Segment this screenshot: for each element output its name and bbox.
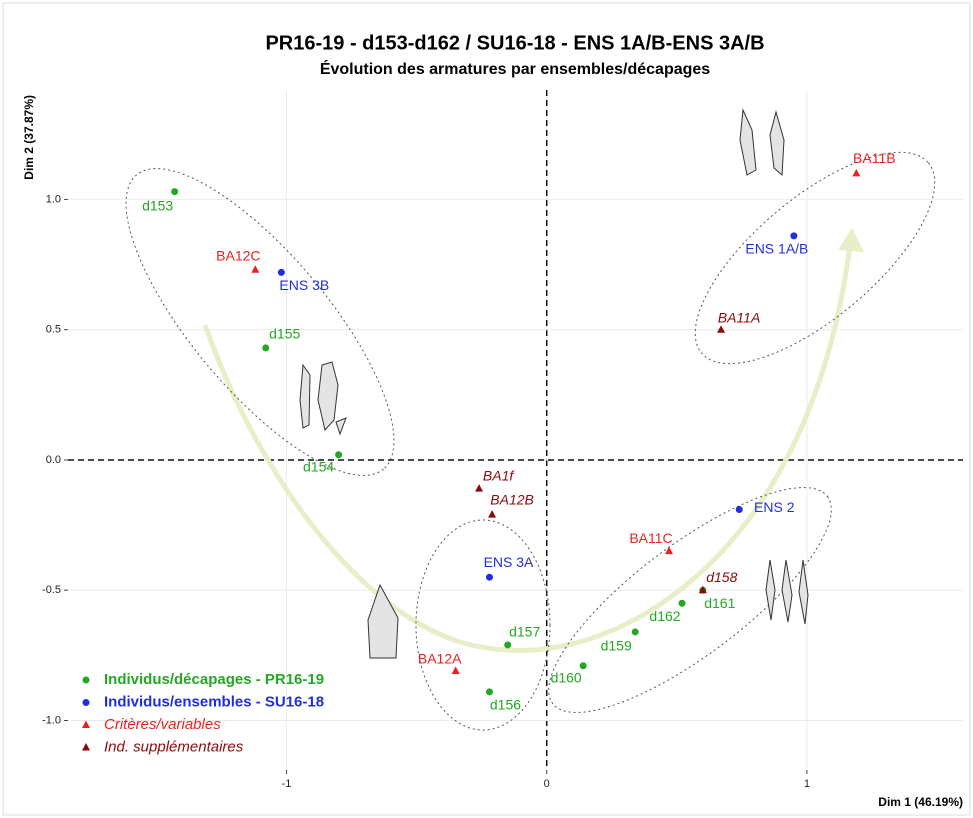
point [171,188,179,196]
ellipse [415,519,551,731]
point [475,484,484,492]
legend-key [82,743,90,751]
artifact [299,363,311,429]
point-label: d162 [649,608,680,624]
legend-key [82,699,90,706]
point [451,666,460,674]
point-label: d153 [142,197,173,213]
point-label: ENS 2 [754,499,795,515]
ellipse [125,168,395,476]
y-tick-label: 0.0 [46,454,61,466]
point-label: BA12B [490,491,534,507]
ellipse [694,151,936,365]
point [698,585,707,594]
trend-arrow [202,244,853,653]
point-label: d158 [706,569,737,585]
legend-label: Individus/décapages - PR16-19 [104,671,324,688]
point-label: d156 [490,697,521,713]
point-label: BA12A [418,651,462,667]
point [717,325,726,333]
point [335,451,343,459]
artifact [739,108,757,176]
point [251,265,260,273]
point [678,599,686,607]
point-label: ENS 3A [484,554,534,570]
y-tick-label: -1.0 [42,714,61,726]
artifact [367,583,399,659]
point [631,628,639,636]
grid: -1 0 1 -1.0 -0.5 0.0 0.5 1.0 [42,90,963,790]
artifact [335,417,347,436]
point [665,546,674,555]
legend: Individus/décapages - PR16-19 Individus/e… [82,671,324,755]
x-tick-label: 1 [804,778,810,790]
y-tick-label: 0.5 [46,324,61,336]
point [277,268,285,276]
point-label: BA11C [629,530,672,546]
point [735,505,743,513]
point-label: BA11A [718,309,761,325]
legend-key [82,676,90,684]
artifact [781,559,793,623]
point [485,688,493,696]
artifact [765,559,776,621]
chart-subtitle: Évolution des armatures par ensembles/dé… [320,59,710,78]
point [488,510,497,518]
point [790,232,798,240]
y-tick-label: 1.0 [46,193,61,205]
legend-label: Ind. supplémentaires [104,738,244,755]
chart-title: PR16-19 - d153-d162 / SU16-18 - ENS 1A/B… [265,32,764,54]
artifact-drawings [299,108,809,659]
point [504,641,512,649]
point-label: BA12C [216,247,260,263]
y-tick-label: -0.5 [42,584,61,596]
point-label: d155 [269,326,300,342]
point-label: ENS 3B [279,277,329,293]
point [579,662,587,670]
point-label: d160 [551,669,582,685]
panel [68,90,963,770]
point-label: d159 [601,638,632,654]
legend-label: Individus/ensembles - SU16-18 [104,693,324,710]
point-label: d161 [704,595,735,611]
point-label: BA11B [853,150,896,166]
arrow-head [838,228,864,252]
point [852,168,861,177]
point [262,344,270,352]
ellipse [548,487,832,713]
point-label: d157 [509,624,540,640]
artifact [769,110,785,177]
y-axis-label: Dim 2 (37.87%) [22,95,36,180]
point [485,573,493,581]
x-tick-label: 0 [544,778,550,790]
legend-key [82,720,90,728]
x-axis-label: Dim 1 (46.19%) [878,795,963,809]
point-label: d154 [303,458,334,474]
arrow-path [202,244,853,653]
x-tick-label: -1 [282,778,292,790]
point-label: ENS 1A/B [745,241,808,257]
legend-label: Critères/variables [104,716,221,733]
ellipses [125,151,936,731]
point-label: BA1f [483,467,515,483]
artifact [798,559,809,625]
artifact [317,361,339,432]
marks: d153 d155 d154 d157 d156 d160 d159 d162 d161 ENS … [142,150,896,712]
